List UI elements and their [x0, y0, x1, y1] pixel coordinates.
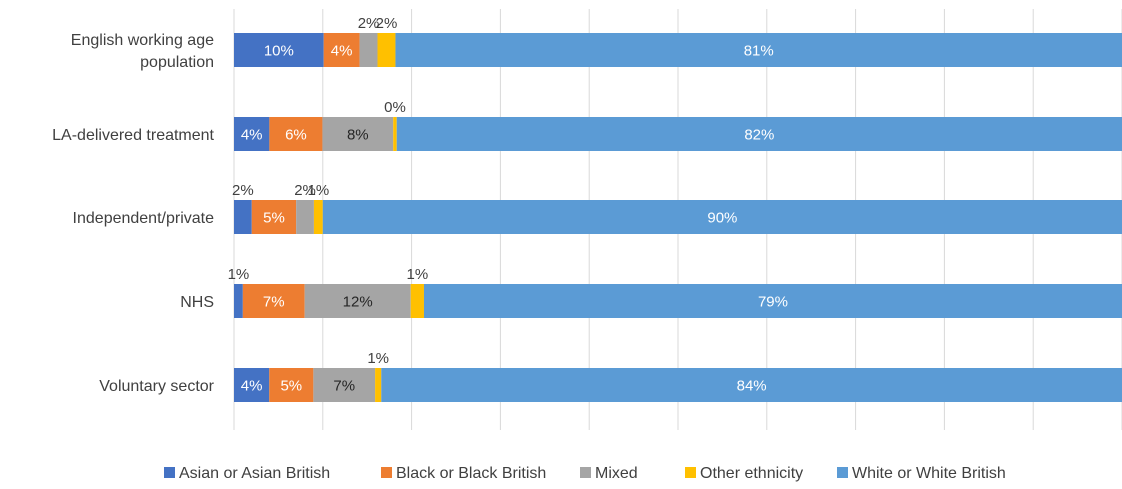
bar-segment	[396, 117, 1122, 151]
data-label: 84%	[737, 378, 767, 395]
category-label: NHS	[180, 294, 214, 311]
data-label: 90%	[707, 210, 737, 227]
bar-segment	[234, 284, 243, 318]
bar-segment	[395, 33, 1122, 67]
bar-segment	[423, 284, 1122, 318]
bar-segment	[242, 284, 305, 318]
bar-segment	[269, 117, 323, 151]
legend-label: Other ethnicity	[700, 465, 803, 482]
bar-segment	[269, 368, 314, 402]
data-label: 2%	[294, 182, 316, 199]
category-label: English working age	[71, 32, 214, 49]
data-label: 82%	[744, 127, 774, 144]
bar-segment	[313, 368, 376, 402]
bar-segment	[322, 200, 1122, 234]
bar-segment	[322, 117, 394, 151]
bar-segment	[234, 200, 252, 234]
bars	[234, 33, 1122, 402]
bar-segment	[381, 368, 1122, 402]
data-label: 10%	[264, 43, 294, 60]
legend-label: Mixed	[595, 465, 638, 482]
category-label: Voluntary sector	[99, 378, 214, 395]
data-label: 12%	[343, 294, 373, 311]
data-labels: 10% 4% 81%2%2%4% 6% 8% 82%0%5% 90%2% 2%1%7% 12% 7…	[228, 15, 788, 395]
bar-segment	[393, 117, 397, 151]
bar-segment	[359, 33, 378, 67]
bar-segment	[234, 368, 270, 402]
data-label: 7%	[263, 294, 285, 311]
data-label: 1%	[406, 266, 428, 283]
data-label: 2%	[376, 15, 398, 32]
data-label: 6%	[285, 127, 307, 144]
legend-label: White or White British	[852, 465, 1006, 482]
bar-segment	[377, 33, 396, 67]
data-label: 1%	[367, 350, 389, 367]
data-label: 4%	[241, 378, 263, 395]
bar-segment	[323, 33, 360, 67]
data-label: 1%	[228, 266, 250, 283]
legend-swatch	[685, 467, 696, 478]
bar-segment	[375, 368, 382, 402]
data-label: 5%	[280, 378, 302, 395]
bar-segment	[234, 117, 270, 151]
data-label: 79%	[758, 294, 788, 311]
legend-swatch	[381, 467, 392, 478]
bar-segment	[234, 33, 324, 67]
legend: Asian or Asian British Black or Black Bri…	[164, 465, 1006, 482]
bar-segment	[313, 200, 323, 234]
legend-swatch	[837, 467, 848, 478]
data-label: 2%	[232, 182, 254, 199]
bar-segment	[304, 284, 411, 318]
data-label: 1%	[308, 182, 330, 199]
category-label: population	[140, 54, 214, 71]
data-label: 8%	[347, 127, 369, 144]
legend-swatch	[164, 467, 175, 478]
legend-swatch	[580, 467, 591, 478]
category-label: Independent/private	[73, 210, 215, 227]
bar-segment	[251, 200, 297, 234]
data-label: 5%	[263, 210, 285, 227]
data-label: 7%	[333, 378, 355, 395]
category-label: LA-delivered treatment	[52, 127, 214, 144]
legend-label: Asian or Asian British	[179, 465, 330, 482]
data-label: 0%	[384, 99, 406, 116]
legend-label: Black or Black British	[396, 465, 546, 482]
data-label: 4%	[241, 127, 263, 144]
bar-segment	[410, 284, 424, 318]
data-label: 81%	[744, 43, 774, 60]
data-label: 2%	[358, 15, 380, 32]
data-label: 4%	[331, 43, 353, 60]
category-labels: English working age population LA-delivere…	[52, 32, 215, 395]
bar-segment	[296, 200, 314, 234]
